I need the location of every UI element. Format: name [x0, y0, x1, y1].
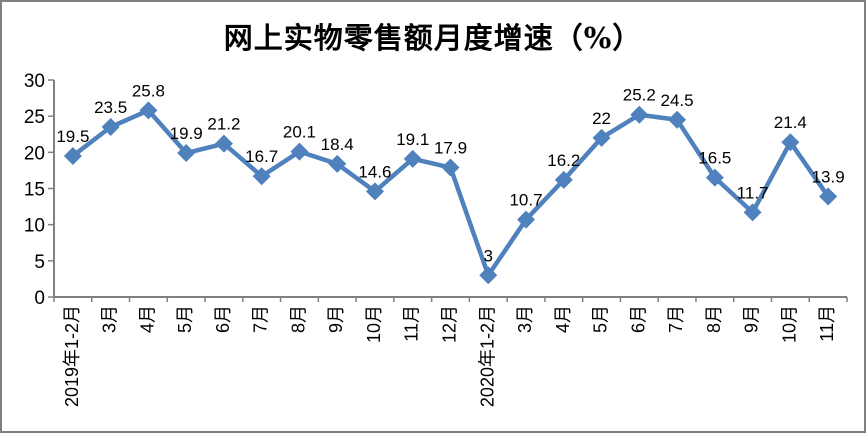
data-label: 16.7	[245, 147, 278, 166]
data-point-marker	[403, 149, 422, 168]
data-label: 10.7	[509, 191, 542, 210]
chart-title: 网上实物零售额月度增速（%）	[223, 21, 643, 55]
data-point-marker	[479, 266, 498, 285]
data-label: 19.5	[56, 127, 89, 146]
data-label: 22	[592, 109, 611, 128]
data-point-marker	[592, 128, 611, 147]
data-label: 19.1	[396, 130, 429, 149]
data-point-marker	[441, 158, 460, 177]
x-tick-label: 2020年1-2月	[477, 305, 497, 407]
y-tick-label: 0	[34, 288, 45, 309]
x-tick-label: 8月	[288, 305, 308, 333]
x-tick-label: 3月	[100, 305, 120, 333]
x-tick-label: 6月	[213, 305, 233, 333]
data-point-marker	[517, 210, 536, 229]
data-label: 25.2	[623, 86, 656, 105]
x-tick-label: 11月	[402, 305, 422, 342]
data-point-marker	[252, 167, 271, 186]
data-point-marker	[101, 118, 120, 137]
x-tick-label: 3月	[515, 305, 535, 333]
x-tick-label: 4月	[137, 305, 157, 333]
x-tick-label: 7月	[666, 305, 686, 333]
data-label: 20.1	[283, 123, 316, 142]
data-point-marker	[365, 182, 384, 201]
y-tick-label: 15	[24, 180, 45, 201]
data-label: 23.5	[94, 98, 127, 117]
data-label: 13.9	[812, 167, 845, 186]
x-tick-label: 5月	[175, 305, 195, 333]
y-tick-label: 25	[24, 107, 45, 128]
data-label: 25.8	[132, 81, 165, 100]
data-label: 3	[484, 246, 493, 265]
data-label: 14.6	[358, 162, 391, 181]
data-label: 18.4	[321, 135, 354, 154]
data-point-marker	[705, 168, 724, 187]
data-point-marker	[819, 187, 838, 206]
y-tick-label: 5	[34, 252, 45, 273]
x-tick-label: 9月	[326, 305, 346, 333]
data-label: 21.4	[774, 113, 807, 132]
x-tick-label: 8月	[704, 305, 724, 333]
y-tick-label: 20	[24, 143, 45, 164]
x-tick-label: 10月	[364, 305, 384, 343]
data-point-marker	[63, 146, 82, 165]
data-label: 16.2	[547, 151, 580, 170]
x-tick-label: 6月	[628, 305, 648, 333]
x-tick-label: 2019年1-2月	[62, 305, 82, 407]
data-point-marker	[139, 101, 158, 120]
data-point-marker	[554, 170, 573, 189]
x-tick-label: 10月	[779, 305, 799, 343]
data-label: 24.5	[661, 91, 694, 110]
x-tick-label: 12月	[440, 305, 460, 343]
y-tick-label: 10	[24, 216, 45, 237]
y-tick-label: 30	[24, 71, 45, 92]
data-label: 11.7	[737, 183, 769, 202]
data-point-marker	[290, 142, 309, 161]
data-point-marker	[214, 134, 233, 153]
x-tick-label: 5月	[591, 305, 611, 333]
data-point-marker	[328, 154, 347, 173]
data-point-marker	[177, 144, 196, 163]
data-label: 17.9	[434, 139, 467, 158]
x-tick-label: 9月	[742, 305, 762, 333]
x-tick-label: 7月	[251, 305, 271, 333]
data-point-marker	[781, 133, 800, 152]
data-point-marker	[743, 203, 762, 222]
data-label: 16.5	[698, 149, 731, 168]
data-point-marker	[630, 105, 649, 124]
x-tick-label: 4月	[553, 305, 573, 333]
data-label: 21.2	[207, 115, 240, 134]
data-point-marker	[668, 110, 687, 129]
x-tick-label: 11月	[817, 305, 837, 342]
data-label: 19.9	[170, 124, 203, 143]
